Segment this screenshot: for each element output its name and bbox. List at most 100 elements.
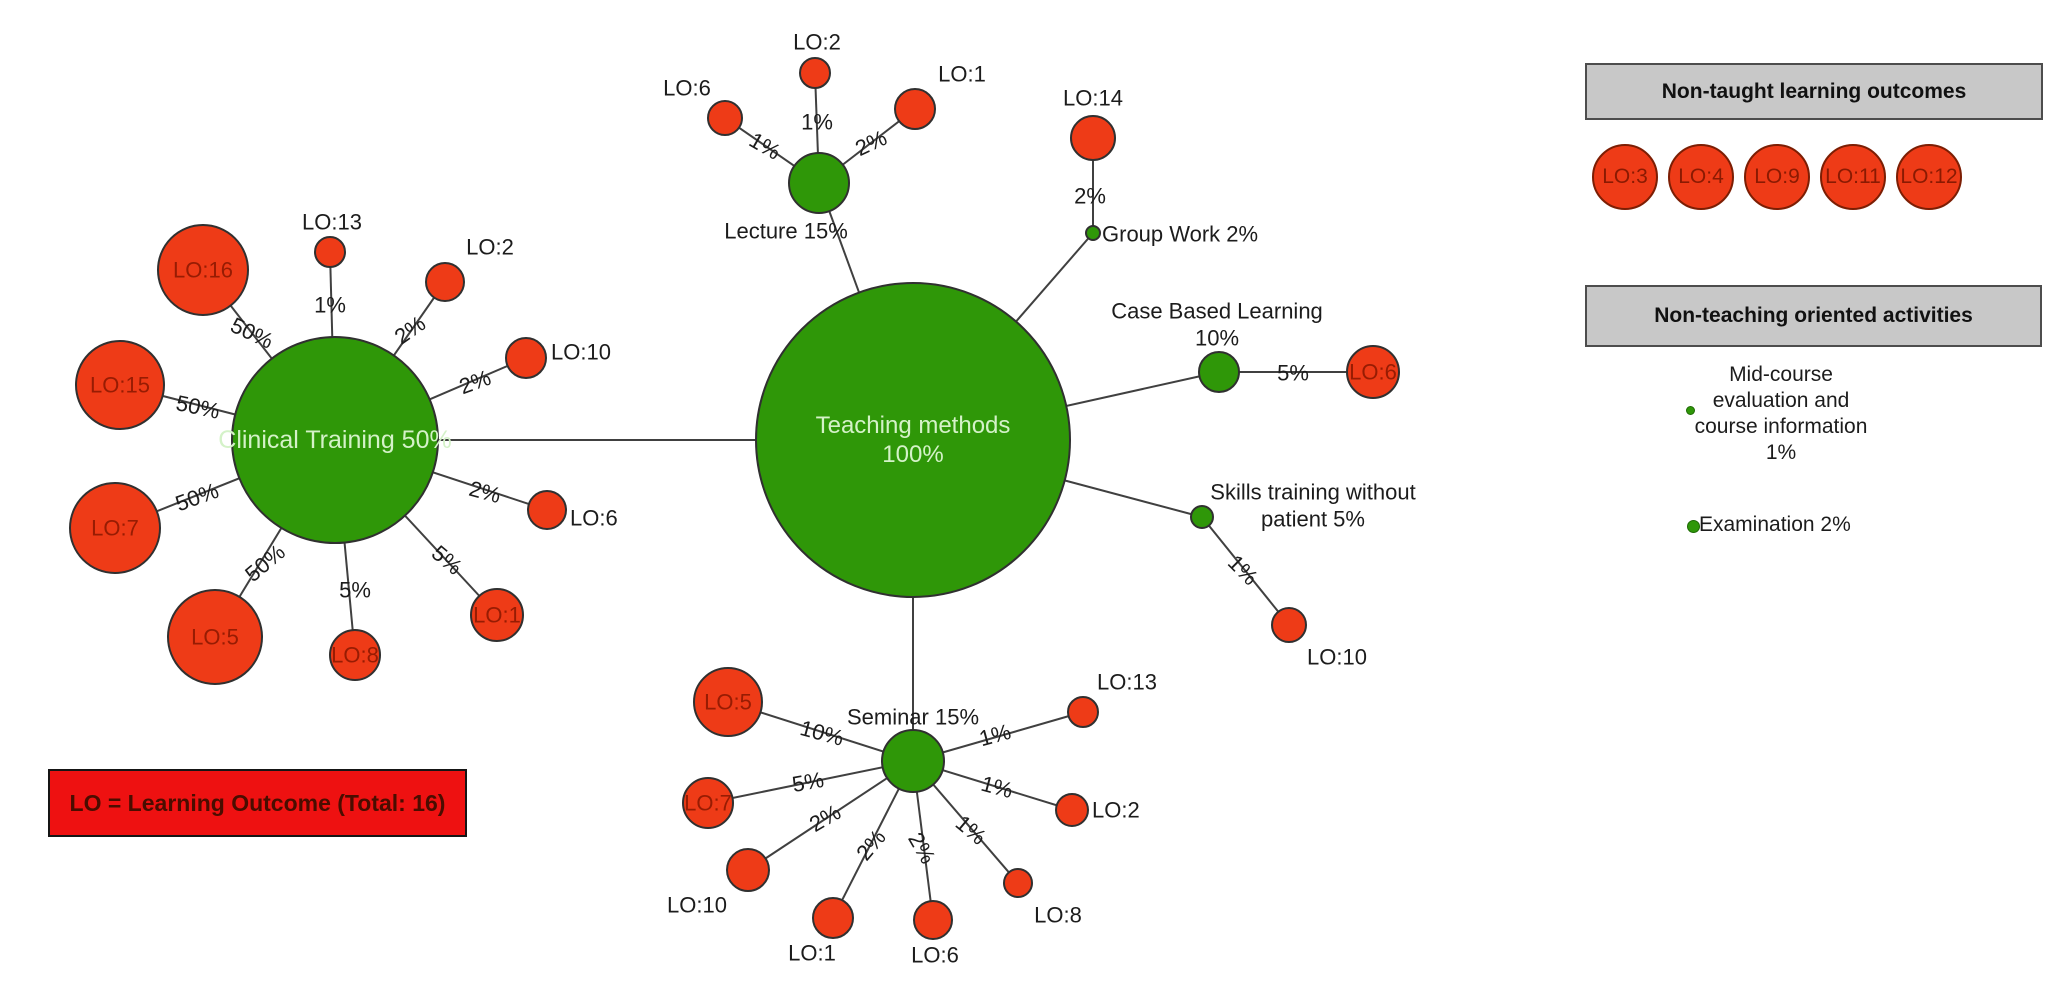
node-label-group-work: Group Work 2% xyxy=(1102,222,1258,247)
node-label-lec-lo6: LO:6 xyxy=(663,76,711,101)
edge-label-seminar-sem-lo10: 2% xyxy=(805,799,845,837)
node-cl-lo15 xyxy=(75,340,165,430)
non-taught-outcome-lo3: LO:3 xyxy=(1592,144,1658,210)
node-label-seminar: Seminar 15% xyxy=(847,705,979,730)
examination-label: Examination 2% xyxy=(1699,513,1851,536)
edge-label-clinical-cl-lo13: 1% xyxy=(314,293,346,318)
non-taught-outcome-lo11: LO:11 xyxy=(1820,144,1886,210)
node-label-cl-lo7: LO:7 xyxy=(91,516,139,541)
node-teaching xyxy=(755,282,1071,598)
node-label-cl-lo16: LO:16 xyxy=(173,258,233,283)
node-label-sem-lo5: LO:5 xyxy=(704,690,752,715)
node-label-skills-training: Skills training without xyxy=(1210,480,1415,505)
node-cl-lo10 xyxy=(505,337,547,379)
mid-course-evaluation-dot xyxy=(1686,406,1695,415)
mid-course-line-2: evaluation and xyxy=(1712,389,1850,412)
node-label-lec-lo1: LO:1 xyxy=(938,62,986,87)
non-taught-outcomes-title: Non-taught learning outcomes xyxy=(1661,79,1967,103)
edge-label-seminar-sem-lo7: 5% xyxy=(790,767,826,797)
edge-label-clinical-cl-lo16: 50% xyxy=(227,312,277,353)
node-label-lec-lo2: LO:2 xyxy=(793,30,841,55)
node-sk-lo10 xyxy=(1271,607,1307,643)
node-label-sem-lo2: LO:2 xyxy=(1092,798,1140,823)
node-cl-lo2 xyxy=(425,262,465,302)
mid-course-line-3: course information xyxy=(1694,415,1868,438)
node-label-cl-lo1: LO:1 xyxy=(473,603,521,628)
edge-label-seminar-sem-lo1: 2% xyxy=(851,825,891,865)
node-label-clinical: Clinical Training 50% xyxy=(218,426,451,454)
non-teaching-activities-title: Non-teaching oriented activities xyxy=(1654,304,1973,327)
edge-label-lecture-lec-lo1: 2% xyxy=(851,125,890,161)
non-taught-outcome-lo9: LO:9 xyxy=(1744,144,1810,210)
node-skills-training xyxy=(1190,505,1214,529)
examination-dot xyxy=(1687,520,1700,533)
node-label-cl-lo2: LO:2 xyxy=(466,235,514,260)
edge-label-clinical-cl-lo15: 50% xyxy=(174,390,222,424)
node-sem-lo6 xyxy=(913,900,953,940)
lo-legend-text: LO = Learning Outcome (Total: 16) xyxy=(69,789,446,816)
mid-course-line-1: Mid-course xyxy=(1729,363,1833,386)
node-label-cl-lo10: LO:10 xyxy=(551,340,611,365)
edge-label-clinical-cl-lo6: 2% xyxy=(466,476,503,508)
edge-label-group-work-lo14: 2% xyxy=(1074,184,1106,209)
node-cl-lo7 xyxy=(69,482,161,574)
edge-label-seminar-sem-lo6: 2% xyxy=(903,828,941,868)
node-lec-lo2 xyxy=(799,57,831,89)
edge-label-clinical-cl-lo2: 2% xyxy=(390,311,430,350)
edge-label-seminar-sem-lo5: 10% xyxy=(797,715,846,751)
node-label-sem-lo10: LO:10 xyxy=(667,893,727,918)
node-cl-lo8 xyxy=(329,629,381,681)
edge-label-clinical-cl-lo10: 2% xyxy=(456,365,494,399)
node-lec-lo6 xyxy=(707,100,743,136)
node-sem-lo1 xyxy=(812,897,854,939)
node-sem-lo5 xyxy=(693,667,763,737)
node-cbl-lo6 xyxy=(1346,345,1400,399)
node-label-case-based-learning: 10% xyxy=(1195,326,1239,351)
node-label-sem-lo13: LO:13 xyxy=(1097,670,1157,695)
non-taught-outcome-lo4: LO:4 xyxy=(1668,144,1734,210)
node-label-cbl-lo6: LO:6 xyxy=(1349,360,1397,385)
node-label-sem-lo7: LO:7 xyxy=(684,791,732,816)
edge-label-clinical-cl-lo5: 50% xyxy=(240,539,290,586)
non-teaching-activities-header: Non-teaching oriented activities xyxy=(1585,285,2042,347)
edge-label-case-based-learning-cbl-lo6: 5% xyxy=(1277,361,1309,386)
node-sem-lo8 xyxy=(1003,868,1033,898)
mid-course-line-4: 1% xyxy=(1765,441,1797,464)
node-label-sem-lo1: LO:1 xyxy=(788,941,836,966)
node-label-case-based-learning: Case Based Learning xyxy=(1111,299,1323,324)
node-cl-lo13 xyxy=(314,236,346,268)
edge-label-lecture-lec-lo2: 1% xyxy=(801,110,833,135)
edge-label-seminar-sem-lo2: 1% xyxy=(978,771,1015,803)
node-label-cl-lo15: LO:15 xyxy=(90,373,150,398)
edge-label-clinical-cl-lo8: 5% xyxy=(339,578,371,603)
node-label-cl-lo5: LO:5 xyxy=(191,625,239,650)
node-label-teaching: 100% xyxy=(882,441,943,468)
node-cl-lo1 xyxy=(470,588,524,642)
node-group-work xyxy=(1085,225,1101,241)
edge-seminar-sem-lo7 xyxy=(707,760,914,804)
edge-seminar-sem-lo10 xyxy=(747,760,914,871)
non-taught-outcomes-row: LO:3 LO:4 LO:9 LO:11 LO:12 xyxy=(1592,144,1962,210)
edge-skills-training-sk-lo10 xyxy=(1201,516,1290,626)
mid-course-evaluation-label: Mid-course evaluation and course informa… xyxy=(1656,362,1906,466)
node-label-sk-lo10: LO:10 xyxy=(1307,645,1367,670)
node-label-sem-lo8: LO:8 xyxy=(1034,903,1082,928)
node-lo14 xyxy=(1070,115,1116,161)
node-sem-lo7 xyxy=(682,777,734,829)
node-seminar xyxy=(881,729,945,793)
node-label-skills-training: patient 5% xyxy=(1261,507,1365,532)
edge-label-seminar-sem-lo13: 1% xyxy=(976,719,1013,751)
lo-legend-box: LO = Learning Outcome (Total: 16) xyxy=(48,769,467,837)
edge-label-lecture-lec-lo6: 1% xyxy=(745,127,785,165)
edge-label-clinical-cl-lo7: 50% xyxy=(172,478,222,517)
node-case-based-learning xyxy=(1198,351,1240,393)
node-label-sem-lo6: LO:6 xyxy=(911,943,959,968)
node-label-cl-lo13: LO:13 xyxy=(302,210,362,235)
node-label-lecture: Lecture 15% xyxy=(724,219,848,244)
node-label-cl-lo6: LO:6 xyxy=(570,506,618,531)
node-label-lo14: LO:14 xyxy=(1063,86,1123,111)
node-cl-lo16 xyxy=(157,224,249,316)
node-label-cl-lo8: LO:8 xyxy=(331,643,379,668)
